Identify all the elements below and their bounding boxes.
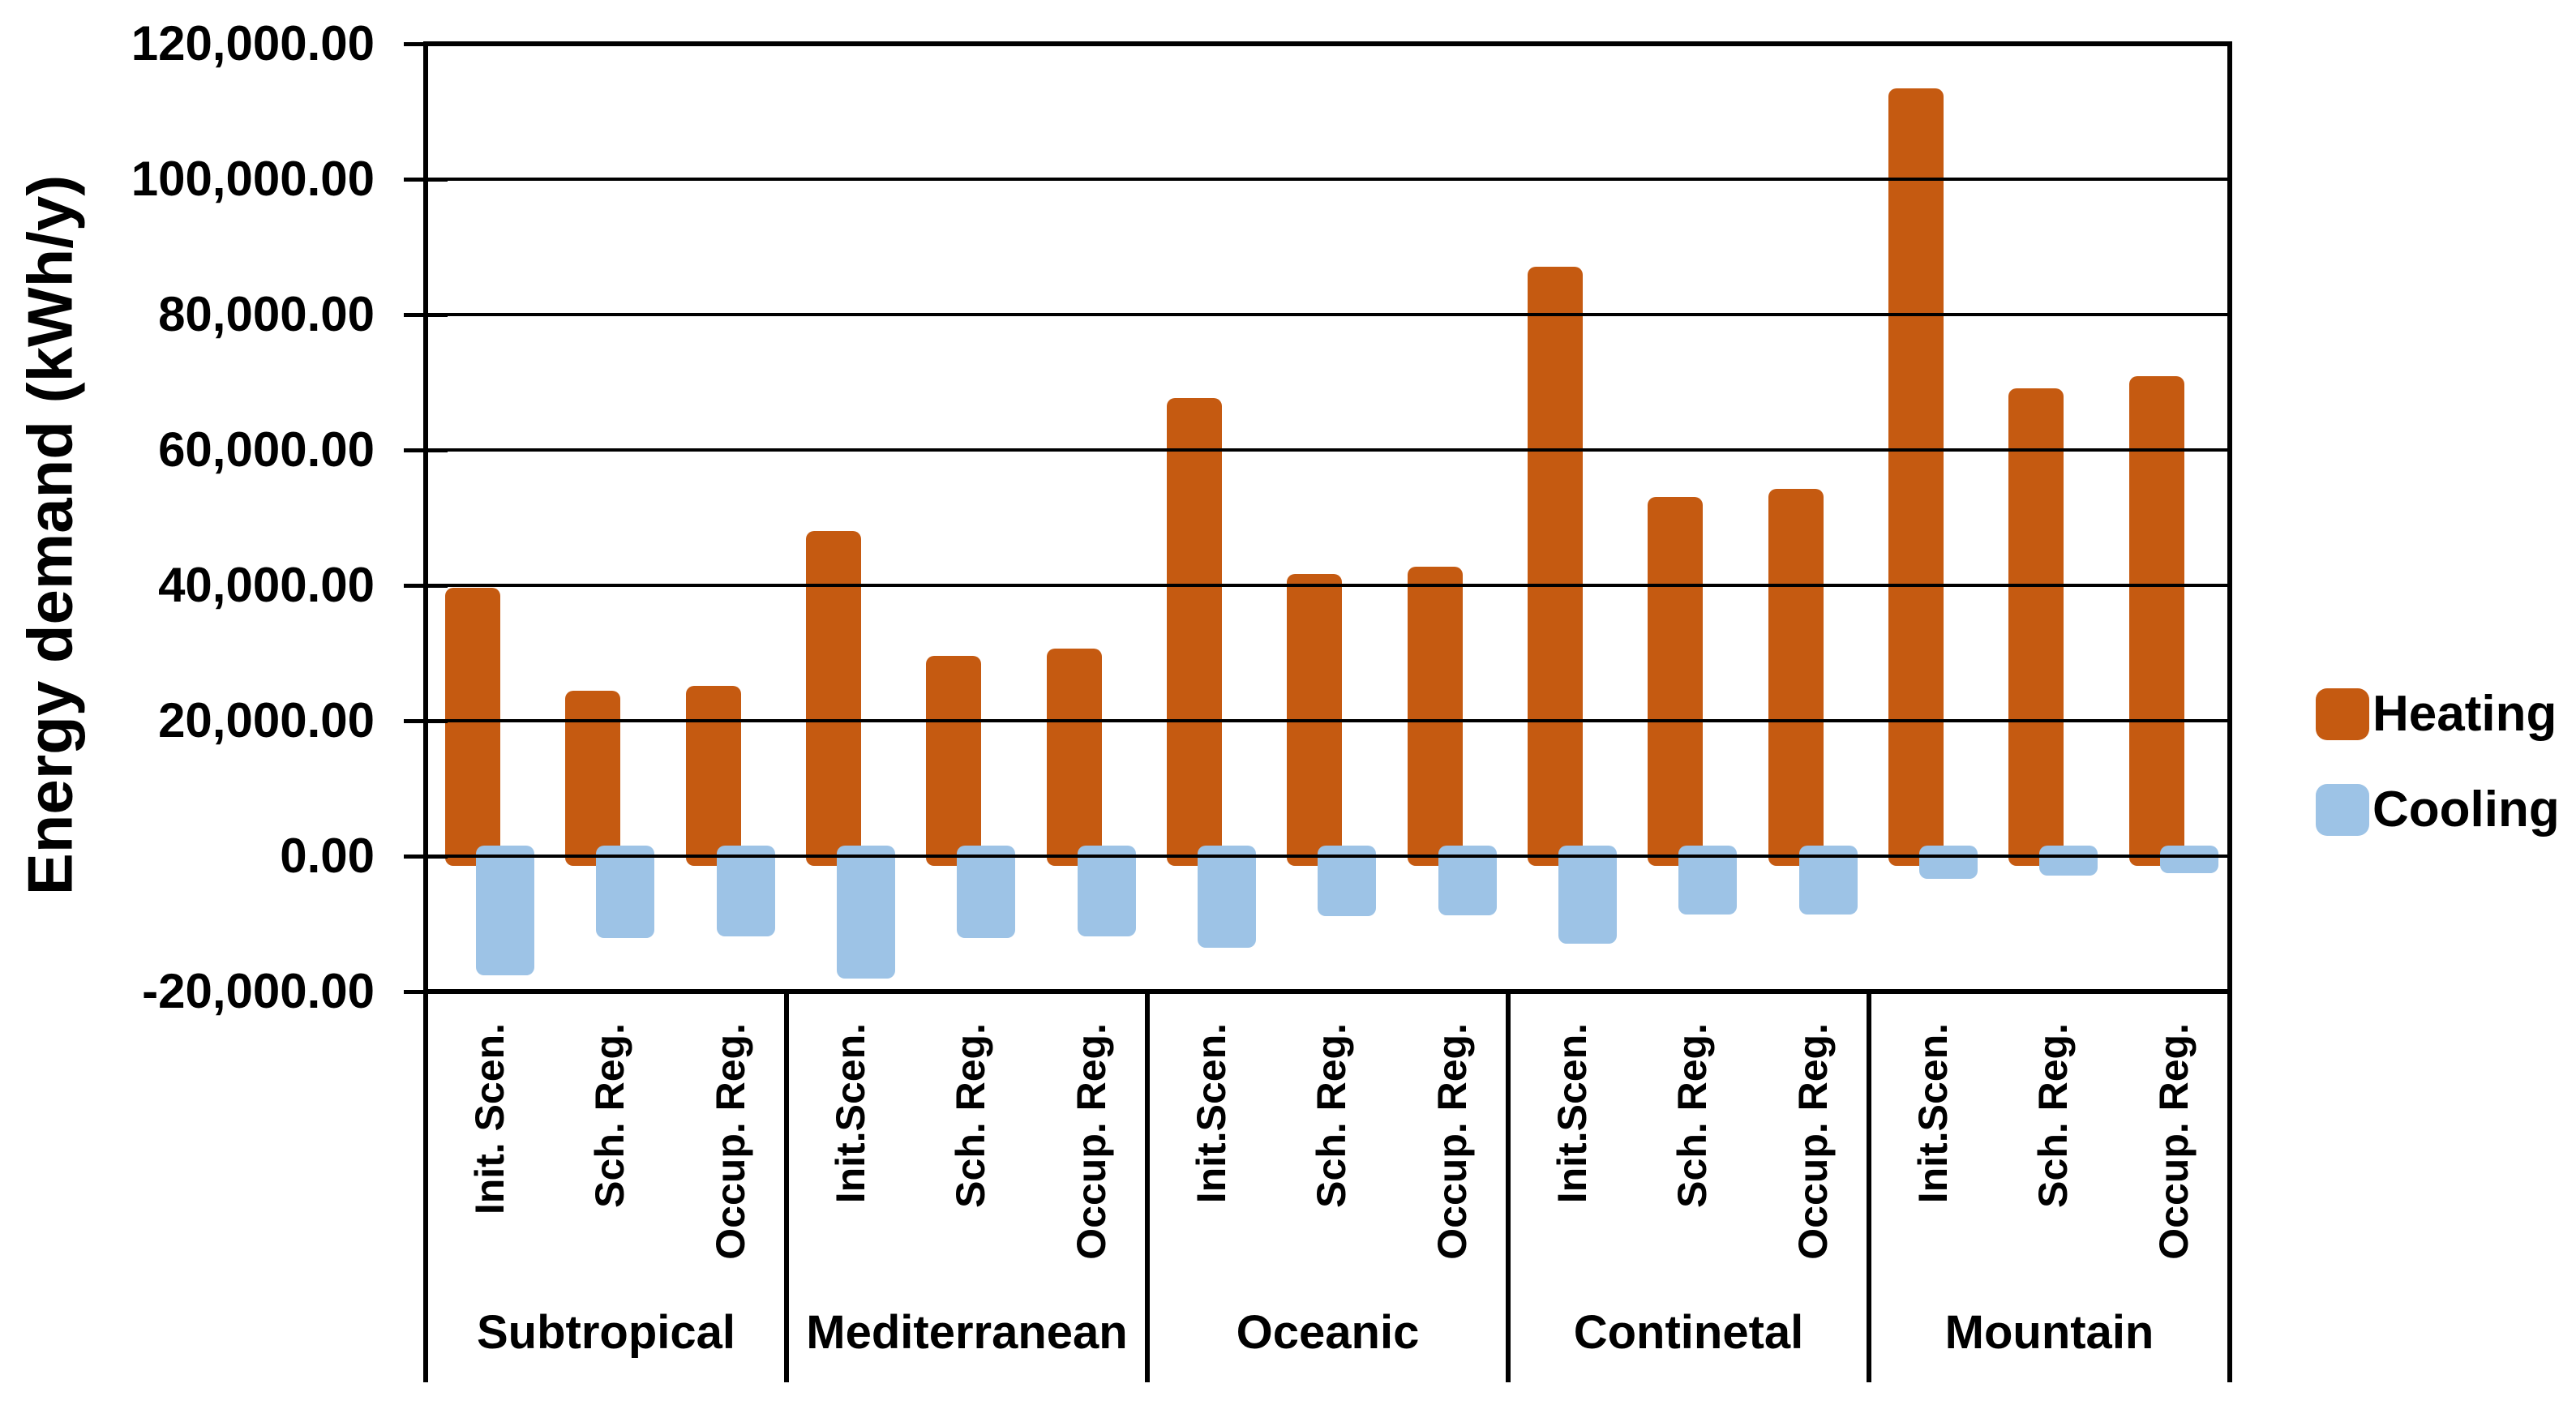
group-label: Mountain (1944, 1306, 2154, 1359)
y-axis-tick-label: 100,000.00 (131, 152, 375, 206)
heating-bar (1167, 397, 1222, 866)
category-separator (784, 992, 789, 1382)
heating-bar (2128, 375, 2184, 866)
plot-right-border (2227, 41, 2232, 994)
scenario-tick-label: Sch. Reg. (587, 1023, 633, 1208)
y-axis-tick-label: 60,000.00 (158, 422, 375, 477)
scenario-tick-label: Occup. Reg. (1789, 1023, 1836, 1260)
y-axis-title: Energy demand (kWh/y) (14, 174, 86, 896)
legend-item-cooling: Cooling (2316, 781, 2560, 838)
heating-bar (806, 531, 861, 866)
y-axis-tick-label: -20,000.00 (142, 964, 375, 1018)
heating-bar (445, 587, 500, 866)
heating-bar (1648, 497, 1704, 866)
cooling-bar (476, 846, 534, 975)
scenario-tick-label: Init.Scen. (1189, 1023, 1234, 1204)
y-axis-tick-label: 40,000.00 (158, 558, 375, 612)
heating-bar (1528, 266, 1583, 866)
scenario-tick-label: Occup. Reg. (2150, 1023, 2197, 1260)
heating-bar (926, 655, 982, 866)
heating-bar (1768, 488, 1824, 866)
cooling-bar (2159, 846, 2218, 873)
group-label: Continetal (1573, 1306, 1804, 1359)
scenario-tick-label: Init.Scen. (1549, 1023, 1595, 1204)
scenario-tick-label: Occup. Reg. (1429, 1023, 1475, 1260)
gridline (426, 313, 2230, 316)
cooling-bar (2039, 846, 2098, 876)
y-axis-tick-label: 0.00 (280, 829, 375, 883)
heating-bar (2008, 388, 2064, 866)
heating-bar (1888, 88, 1944, 866)
heating-bar (685, 685, 741, 866)
cooling-bar (1919, 846, 1978, 880)
scenario-tick-label: Init.Scen. (1910, 1023, 1956, 1204)
scenario-tick-label: Occup. Reg. (1068, 1023, 1114, 1260)
legend-label-heating: Heating (2372, 686, 2557, 742)
cooling-bar (716, 846, 775, 936)
cooling-bar (1077, 846, 1136, 936)
scenario-tick-label: Occup. Reg. (707, 1023, 753, 1260)
category-separator (1506, 992, 1511, 1382)
y-axis-tick-label: 80,000.00 (158, 287, 375, 341)
heating-bar (565, 691, 621, 866)
legend-label-cooling: Cooling (2372, 782, 2560, 837)
cooling-bar (596, 846, 655, 939)
gridline (426, 989, 2230, 994)
gridline (426, 584, 2230, 587)
scenario-tick-label: Sch. Reg. (1309, 1023, 1355, 1208)
gridline (426, 448, 2230, 452)
gridline (426, 719, 2230, 722)
cooling-bar (957, 846, 1016, 939)
cooling-bar (1198, 846, 1256, 948)
legend-item-heating: Heating (2316, 685, 2557, 743)
legend-swatch-cooling-icon (2316, 783, 2369, 836)
scenario-tick-label: Sch. Reg. (2030, 1023, 2077, 1208)
scenario-tick-label: Init. Scen. (467, 1023, 512, 1215)
category-separator (1867, 992, 1871, 1382)
heating-bar (1407, 566, 1463, 866)
scenario-tick-label: Sch. Reg. (1669, 1023, 1716, 1208)
y-axis-tick-label: 120,000.00 (131, 16, 375, 71)
gridline (426, 41, 2230, 46)
cooling-bar (837, 846, 895, 979)
group-label: Mediterranean (806, 1306, 1128, 1359)
category-separator (2227, 992, 2232, 1382)
legend-swatch-heating-icon (2316, 688, 2369, 740)
category-separator (1145, 992, 1150, 1382)
heating-bar (1046, 649, 1102, 866)
group-label: Subtropical (476, 1306, 736, 1359)
group-label: Oceanic (1236, 1306, 1420, 1359)
y-axis-tick-label: 20,000.00 (158, 693, 375, 747)
gridline (426, 855, 2230, 858)
cooling-bar (1558, 846, 1617, 944)
gridline (426, 178, 2230, 181)
y-axis-line (423, 41, 428, 994)
category-separator (423, 992, 428, 1382)
scenario-tick-label: Init.Scen. (828, 1023, 873, 1204)
scenario-tick-label: Sch. Reg. (948, 1023, 994, 1208)
